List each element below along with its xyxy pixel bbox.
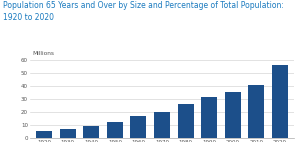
Bar [201, 97, 217, 138]
Bar [272, 65, 288, 138]
Bar [83, 126, 99, 138]
Bar [225, 92, 241, 138]
Bar [178, 104, 194, 138]
Bar [60, 129, 76, 138]
Bar [36, 131, 52, 138]
Bar [130, 116, 146, 138]
Bar [248, 85, 264, 138]
Bar [107, 122, 123, 138]
Text: Millions: Millions [32, 51, 54, 56]
Bar [154, 112, 170, 138]
Text: Population 65 Years and Over by Size and Percentage of Total Population:
1920 to: Population 65 Years and Over by Size and… [3, 1, 284, 22]
